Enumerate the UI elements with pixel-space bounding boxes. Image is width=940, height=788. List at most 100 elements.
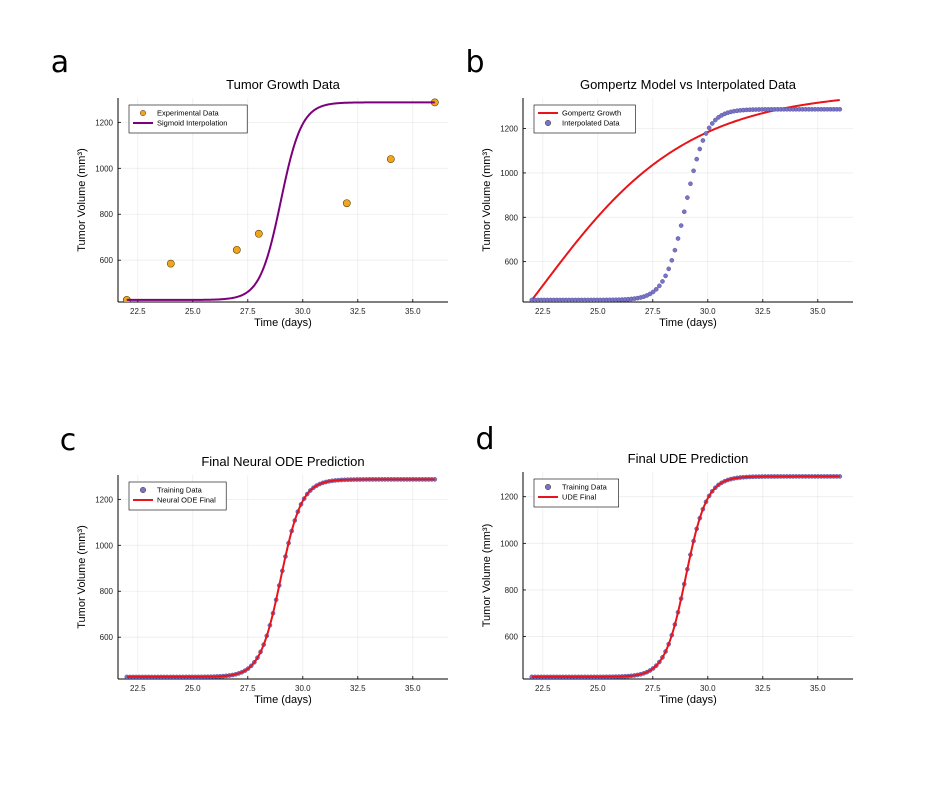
chart-title: Final Neural ODE Prediction <box>201 454 364 469</box>
data-point <box>386 155 395 164</box>
y-tick-label: 800 <box>100 587 114 596</box>
data-point <box>166 259 175 268</box>
data-point <box>660 279 665 284</box>
y-tick-label: 800 <box>505 586 519 595</box>
data-point <box>669 258 675 263</box>
x-tick-label: 22.5 <box>130 684 146 693</box>
x-tick-label: 30.0 <box>295 684 311 693</box>
legend-box <box>533 478 619 508</box>
y-tick-label: 1000 <box>95 541 113 550</box>
y-tick-label: 1200 <box>95 495 113 504</box>
chart-panel-b: b 22.5 25.0 27.5 30.0 32.5 35.0 600 800 1000 1200 G… <box>465 45 853 329</box>
chart-title: Gompertz Model vs Interpolated Data <box>580 77 797 92</box>
data-point <box>697 146 703 152</box>
legend-marker <box>139 109 147 117</box>
y-tick-label: 1200 <box>500 125 518 134</box>
data-point <box>703 131 709 136</box>
panel-letter: b <box>465 45 484 80</box>
x-tick-label: 27.5 <box>240 307 256 316</box>
x-tick-label: 35.0 <box>405 307 421 316</box>
panel-letter: a <box>51 45 69 80</box>
data-point <box>663 273 668 279</box>
y-tick-label: 800 <box>100 210 114 219</box>
x-tick-label: 25.0 <box>185 307 201 316</box>
data-point <box>650 289 656 295</box>
x-tick-label: 32.5 <box>755 684 771 693</box>
legend-label: Neural ODE Final <box>157 496 216 505</box>
legend-label: Experimental Data <box>157 109 220 118</box>
data-point <box>681 209 687 215</box>
plot-area <box>529 99 843 302</box>
x-tick-label: 27.5 <box>645 307 661 316</box>
x-tick-label: 25.0 <box>590 307 606 316</box>
data-point <box>709 121 715 126</box>
y-axis-label: Tumor Volume (mm³) <box>76 148 88 252</box>
x-tick-label: 32.5 <box>350 684 366 693</box>
y-tick-label: 1000 <box>95 164 113 173</box>
data-point <box>713 117 718 123</box>
x-tick-label: 32.5 <box>755 307 771 316</box>
data-point <box>672 247 678 253</box>
y-tick-label: 600 <box>505 258 519 267</box>
x-axis-label: Time (days) <box>659 317 717 329</box>
x-axis-label: Time (days) <box>659 694 717 706</box>
plot-area <box>529 474 843 679</box>
series-line <box>531 475 840 678</box>
x-tick-label: 25.0 <box>590 684 606 693</box>
data-point <box>700 138 706 143</box>
x-axis-label: Time (days) <box>254 317 312 329</box>
data-point <box>666 266 671 272</box>
x-tick-label: 30.0 <box>295 307 311 316</box>
y-tick-label: 600 <box>100 256 114 265</box>
x-tick-label: 22.5 <box>130 307 146 316</box>
x-axis-label: Time (days) <box>254 694 312 706</box>
x-tick-label: 30.0 <box>700 684 716 693</box>
legend-label: Gompertz Growth <box>562 109 621 118</box>
legend-box <box>128 104 248 134</box>
legend-box <box>533 104 636 134</box>
legend-marker <box>544 119 552 127</box>
y-tick-label: 600 <box>100 633 114 642</box>
y-axis-label: Tumor Volume (mm³) <box>76 525 88 629</box>
x-tick-label: 27.5 <box>240 684 256 693</box>
plot-area <box>124 477 438 679</box>
chart-panel-a: a 22.5 25.0 27.5 30.0 32.5 35.0 600 800 1000 1200 T… <box>51 45 448 329</box>
data-point <box>694 156 699 162</box>
legend-label: Interpolated Data <box>562 119 620 128</box>
x-tick-label: 27.5 <box>645 684 661 693</box>
data-point <box>678 223 684 228</box>
data-point <box>685 195 690 200</box>
y-tick-label: 800 <box>505 213 519 222</box>
y-tick-label: 1200 <box>95 118 113 127</box>
data-point <box>232 245 241 254</box>
data-point <box>653 286 659 292</box>
plot-area <box>122 98 439 302</box>
data-point <box>342 199 351 208</box>
series-line <box>126 478 435 678</box>
legend-label: UDE Final <box>562 493 597 502</box>
panel-letter: c <box>60 423 77 458</box>
data-point <box>688 181 693 187</box>
legend-marker <box>544 483 552 491</box>
x-tick-label: 35.0 <box>810 684 826 693</box>
data-point <box>254 229 263 238</box>
x-tick-label: 22.5 <box>535 684 551 693</box>
data-point <box>657 283 662 289</box>
panel-letter: d <box>475 422 494 457</box>
y-axis-label: Tumor Volume (mm³) <box>481 148 493 252</box>
x-tick-label: 22.5 <box>535 307 551 316</box>
series-line <box>531 99 840 301</box>
data-point <box>675 236 681 241</box>
x-tick-label: 25.0 <box>185 684 201 693</box>
legend-box <box>128 481 227 511</box>
x-tick-label: 35.0 <box>405 684 421 693</box>
y-axis-label: Tumor Volume (mm³) <box>481 524 493 628</box>
x-tick-label: 30.0 <box>700 307 716 316</box>
chart-title: Tumor Growth Data <box>226 77 340 92</box>
chart-panel-c: c 22.5 25.0 27.5 30.0 32.5 35.0 600 800 1000 1200 F… <box>60 423 448 706</box>
